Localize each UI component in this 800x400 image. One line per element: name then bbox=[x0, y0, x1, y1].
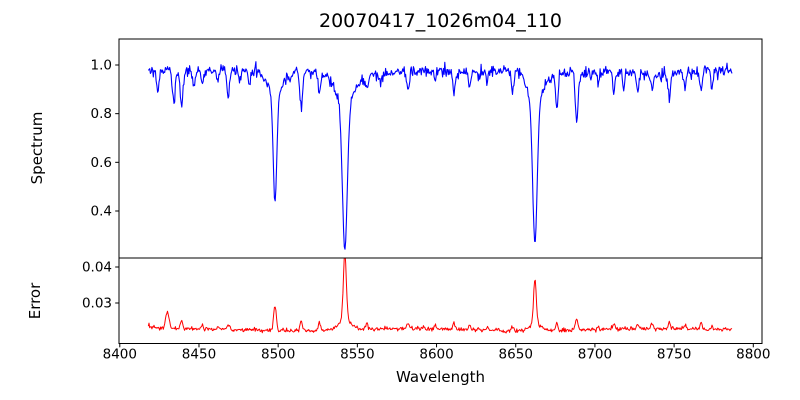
spectrum-line bbox=[147, 61, 733, 250]
y-tick-label: 0.6 bbox=[91, 155, 112, 171]
y-tick-label: 0.03 bbox=[82, 296, 112, 312]
y-axis-label-error: Error bbox=[26, 282, 44, 320]
chart-title: 20070417_1026m04_110 bbox=[318, 10, 562, 32]
x-tick-label: 8800 bbox=[736, 347, 770, 363]
x-tick-label: 8600 bbox=[419, 347, 453, 363]
y-tick-label: 0.04 bbox=[82, 260, 112, 276]
y-tick-label: 0.8 bbox=[91, 106, 112, 122]
y-tick-label: 1.0 bbox=[91, 57, 112, 73]
x-tick-label: 8400 bbox=[103, 347, 137, 363]
error-line bbox=[147, 258, 733, 334]
x-tick-label: 8450 bbox=[182, 347, 216, 363]
x-tick-label: 8650 bbox=[499, 347, 533, 363]
x-tick-label: 8700 bbox=[578, 347, 612, 363]
x-tick-label: 8500 bbox=[261, 347, 295, 363]
x-tick-label: 8550 bbox=[340, 347, 374, 363]
x-tick-label: 8750 bbox=[657, 347, 691, 363]
y-tick-label: 0.4 bbox=[91, 203, 112, 219]
x-axis-label: Wavelength bbox=[396, 368, 485, 386]
error-panel-frame bbox=[118, 257, 763, 344]
